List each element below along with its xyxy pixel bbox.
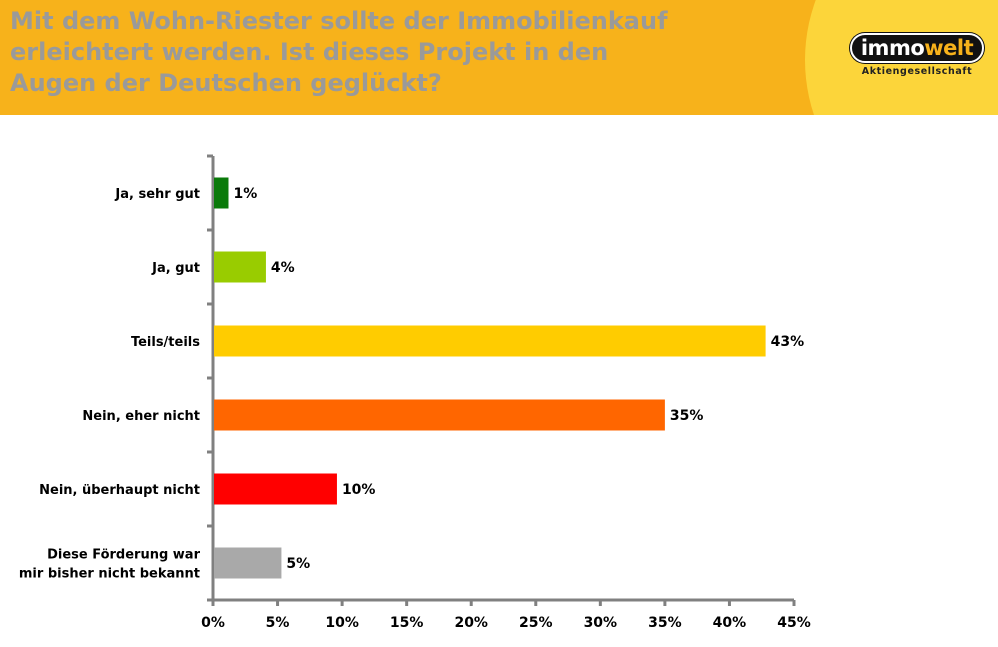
bar-value-label: 1% <box>233 186 257 202</box>
logo-pill: immowelt <box>850 33 984 63</box>
category-label: Nein, eher nicht <box>82 409 200 424</box>
category-label: Ja, gut <box>151 261 200 276</box>
bar <box>214 473 337 505</box>
bar <box>214 251 266 283</box>
category-label: Ja, sehr gut <box>114 187 200 202</box>
x-tick-label: 5% <box>266 615 290 631</box>
title-line-2: erleichtert werden. Ist dieses Projekt i… <box>10 38 609 66</box>
category-label: Nein, überhaupt nicht <box>39 483 200 498</box>
x-tick-label: 45% <box>777 615 811 631</box>
bar <box>214 325 766 357</box>
category-label: Teils/teils <box>131 335 200 350</box>
bar-value-label: 43% <box>771 334 805 350</box>
chart-title: Mit dem Wohn-Riester sollte der Immobili… <box>10 6 800 99</box>
category-label: mir bisher nicht bekannt <box>19 567 200 582</box>
x-tick-label: 15% <box>390 615 424 631</box>
category-label: Diese Förderung war <box>47 548 200 563</box>
logo-wordmark: immowelt <box>860 35 974 61</box>
bar-value-label: 5% <box>286 556 310 572</box>
bar <box>214 177 229 209</box>
bar <box>214 399 665 431</box>
immowelt-logo: immowelt Aktiengesellschaft <box>850 33 984 77</box>
x-tick-label: 35% <box>648 615 682 631</box>
header-banner: Mit dem Wohn-Riester sollte der Immobili… <box>0 0 998 115</box>
bar-value-label: 4% <box>271 260 295 276</box>
title-line-3: Augen der Deutschen geglückt? <box>10 69 442 97</box>
bar-value-label: 35% <box>670 408 704 424</box>
title-line-1: Mit dem Wohn-Riester sollte der Immobili… <box>10 7 668 35</box>
x-tick-label: 40% <box>713 615 747 631</box>
logo-subtitle: Aktiengesellschaft <box>861 66 973 77</box>
x-tick-label: 10% <box>325 615 359 631</box>
x-tick-label: 20% <box>454 615 488 631</box>
logo-word-welt: welt <box>924 36 974 60</box>
logo-word-immo: immo <box>860 36 925 60</box>
x-tick-label: 25% <box>519 615 553 631</box>
bar-value-label: 10% <box>342 482 376 498</box>
x-tick-label: 30% <box>584 615 618 631</box>
x-tick-label: 0% <box>201 615 225 631</box>
bar <box>214 547 282 579</box>
